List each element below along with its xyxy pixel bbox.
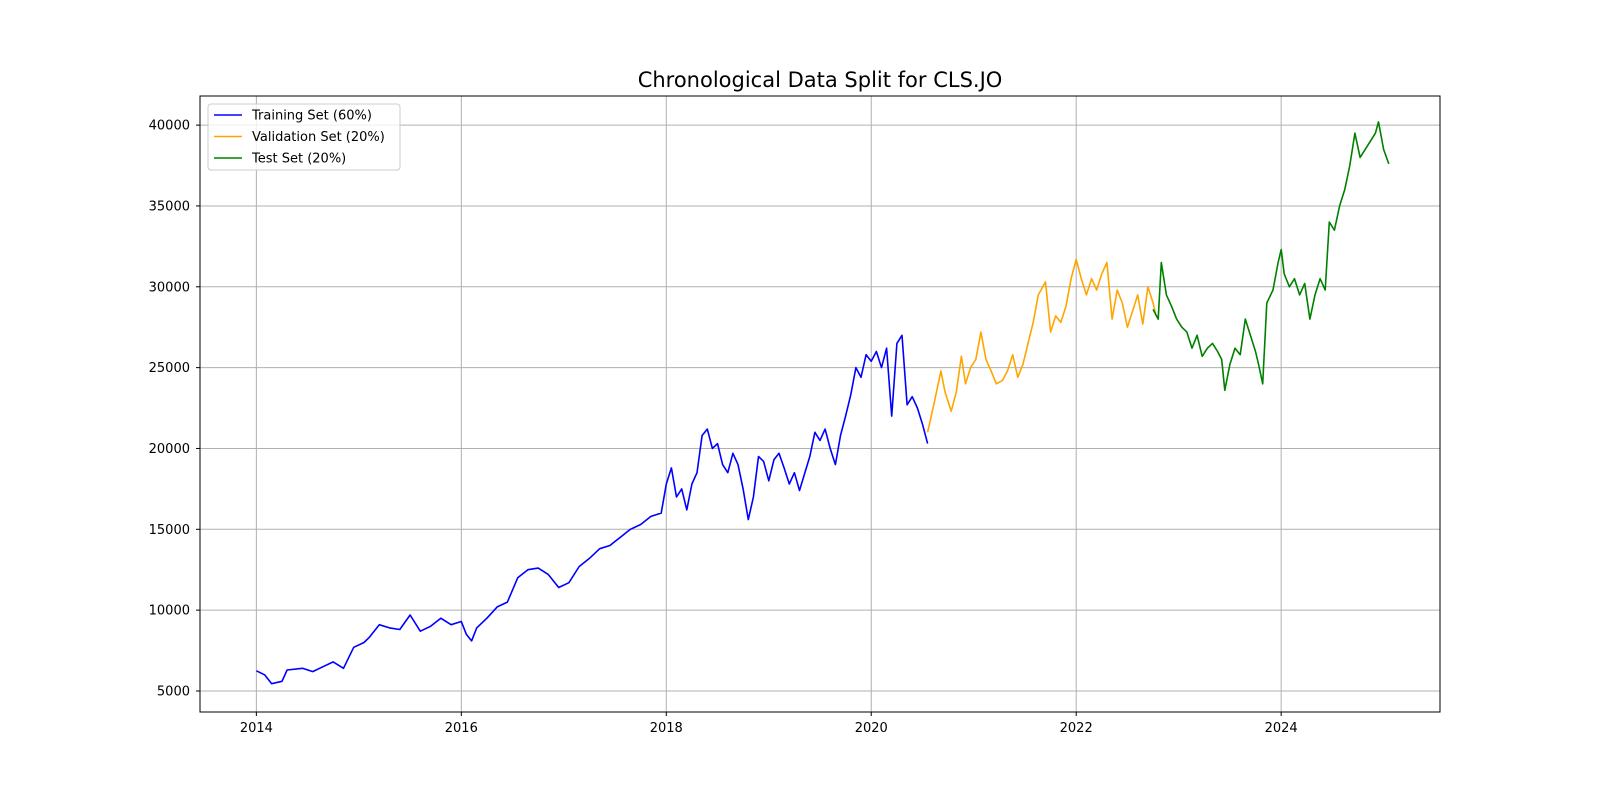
series-line-1 [256,334,929,685]
x-tick-label: 2014 [240,721,273,736]
y-tick-label: 35000 [149,199,190,214]
x-tick-label: 2016 [445,721,478,736]
grid [200,96,1440,712]
plot-frame [199,95,1441,713]
y-tick-label: 25000 [149,361,190,376]
y-tick-label: 5000 [157,684,190,699]
legend-box [207,103,401,171]
series-line-3 [1152,121,1390,392]
x-axis: 2014 2016 2018 2020 2022 2024 [240,712,1298,736]
x-tick-label: 2022 [1060,721,1093,736]
x-tick-label: 2020 [855,721,888,736]
x-tick-label: 2018 [650,721,683,736]
y-tick-label: 40000 [149,119,190,134]
y-tick-label: 10000 [149,604,190,619]
series-layer [256,121,1390,685]
plot-area [200,96,1440,712]
legend-label: Validation Set (20%) [252,130,385,145]
x-tick-label: 2024 [1265,721,1298,736]
series-line-2 [926,258,1157,433]
chart-title: Chronological Data Split for CLS.JO [638,68,1003,92]
y-tick-label: 15000 [149,523,190,538]
legend: Training Set (60%) Validation Set (20%) Te… [207,103,401,171]
legend-label: Training Set (60%) [251,109,372,124]
y-tick-label: 30000 [149,280,190,295]
y-axis: 5000 10000 15000 20000 25000 30000 35000 40000 [149,119,200,699]
legend-label: Test Set (20%) [251,152,346,167]
y-tick-label: 20000 [149,442,190,457]
